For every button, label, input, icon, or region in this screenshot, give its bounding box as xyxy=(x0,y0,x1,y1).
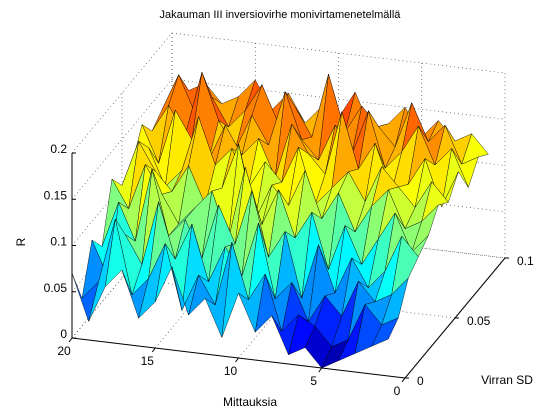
x-tick xyxy=(318,367,323,373)
y-tick-label: 0.1 xyxy=(517,254,534,268)
z-tick-label: 0.05 xyxy=(44,281,68,295)
y-tick-label: 0.05 xyxy=(467,314,491,328)
x-tick-label: 15 xyxy=(141,354,155,368)
grid-line xyxy=(404,73,506,379)
z-axis-label: R xyxy=(14,237,28,246)
z-tick-label: 0.1 xyxy=(50,235,67,249)
x-tick xyxy=(151,347,156,353)
z-tick-label: 0.15 xyxy=(44,188,68,202)
z-tick-label: 0.2 xyxy=(50,142,67,156)
chart-title: Jakauman III inversiovirhe monivirtamene… xyxy=(160,9,402,21)
y-tick-label: 0 xyxy=(417,374,424,388)
y-axis-label: Virran SD xyxy=(481,373,533,387)
x-tick xyxy=(401,377,406,383)
x-tick-label: 10 xyxy=(224,364,238,378)
x-tick-label: 0 xyxy=(394,384,401,398)
x-axis-label: Mittauksia xyxy=(223,395,277,409)
surface-patch xyxy=(371,317,399,347)
x-tick xyxy=(68,337,73,343)
x-tick-label: 20 xyxy=(57,344,71,358)
z-tick-label: 0 xyxy=(60,327,67,341)
x-tick xyxy=(235,357,239,363)
x-tick-label: 5 xyxy=(310,374,317,388)
